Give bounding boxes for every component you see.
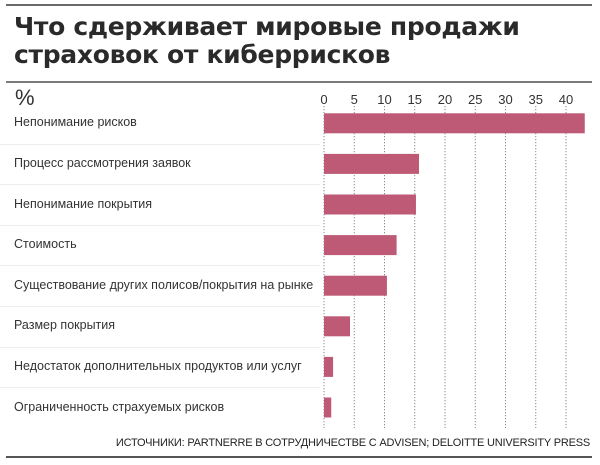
x-tick-label: 5 xyxy=(350,92,358,107)
source-note: ИСТОЧНИКИ: PARTNERRE В СОТРУДНИЧЕСТВЕ С … xyxy=(115,437,590,449)
chart-title: Что сдерживает мировые продажи страховок… xyxy=(14,13,594,69)
unit-label: % xyxy=(15,85,35,110)
category-label: Ограниченность страхуемых рисков xyxy=(14,399,225,414)
row-separator xyxy=(0,184,320,185)
x-tick-label: 40 xyxy=(558,92,574,107)
chart-title-line-1: Что сдерживает мировые продажи xyxy=(14,12,520,41)
row-separator xyxy=(0,144,320,145)
bar xyxy=(324,316,351,337)
x-tick-label: 35 xyxy=(528,92,543,107)
row-separator xyxy=(0,387,320,388)
row-separator xyxy=(0,265,320,266)
bottom-rule xyxy=(6,456,592,458)
title-divider xyxy=(6,81,592,83)
bar xyxy=(324,194,416,215)
top-rule xyxy=(6,4,592,6)
bar xyxy=(324,235,397,256)
chart-title-line-2: страховок от киберрисков xyxy=(14,40,391,69)
x-tick-label: 25 xyxy=(468,92,483,107)
row-separator xyxy=(0,225,320,226)
bar xyxy=(324,356,334,377)
x-tick-label: 20 xyxy=(437,92,453,107)
row-separator xyxy=(0,347,320,348)
category-label: Недостаток дополнительных продуктов или … xyxy=(14,358,302,373)
category-label: Существование других полисов/покрытия на… xyxy=(14,277,314,292)
x-tick-label: 10 xyxy=(377,92,392,107)
bar xyxy=(324,275,387,296)
bar xyxy=(324,397,332,418)
category-label: Размер покрытия xyxy=(14,318,116,333)
row-separator xyxy=(0,306,320,307)
x-tick-label: 0 xyxy=(320,92,328,107)
category-label: Непонимание рисков xyxy=(14,115,137,130)
x-tick-label: 15 xyxy=(407,92,422,107)
category-label: Стоимость xyxy=(14,237,77,252)
bar xyxy=(324,113,585,134)
x-tick-label: 30 xyxy=(498,92,513,107)
category-label: Процесс рассмотрения заявок xyxy=(14,155,191,170)
bar xyxy=(324,153,419,174)
category-label: Непонимание покрытия xyxy=(14,196,153,211)
